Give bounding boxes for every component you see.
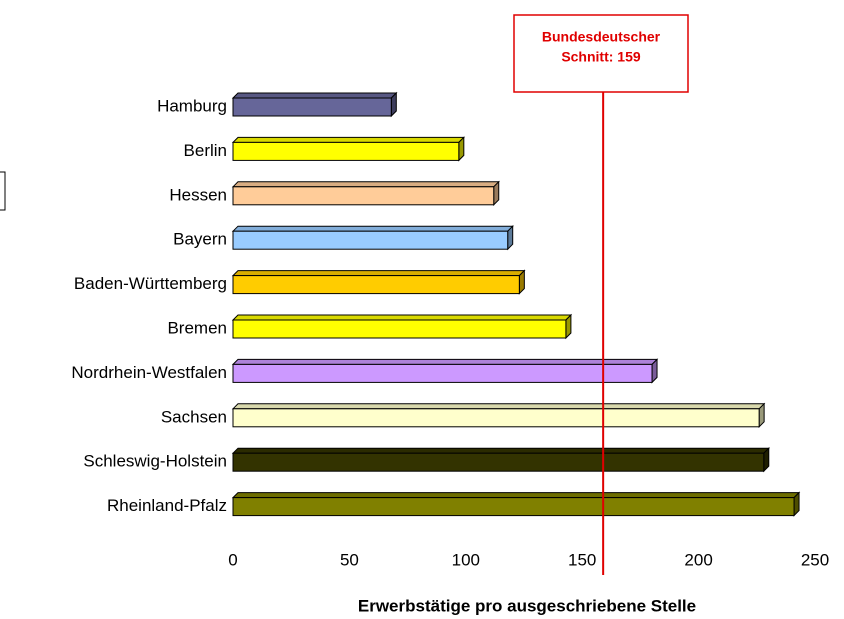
x-tick-label: 200 [684, 550, 712, 569]
y-tick-label: Baden-Württemberg [74, 274, 227, 293]
annotation-text: Bundesdeutscher [542, 29, 661, 45]
x-tick-label: 250 [801, 550, 829, 569]
bar-group [231, 91, 398, 118]
y-tick-label: Schleswig-Holstein [83, 452, 227, 471]
bar-group [231, 224, 514, 251]
y-tick-label: Sachsen [161, 407, 227, 426]
bar-top [231, 270, 526, 277]
x-tick-label: 150 [568, 550, 596, 569]
y-tick-label: Rheinland-Pfalz [107, 496, 227, 515]
y-tick-label: Bayern [173, 230, 227, 249]
bar-top [231, 403, 766, 410]
bar-top [231, 492, 801, 499]
bar-group [231, 313, 573, 340]
x-tick-label: 50 [340, 550, 359, 569]
annotation-box [513, 14, 689, 93]
x-tick-label: 100 [452, 550, 480, 569]
bar [232, 319, 567, 339]
bar [232, 363, 653, 383]
bar-group [231, 269, 526, 295]
bar [232, 230, 509, 250]
bar-top [231, 92, 398, 99]
bar-group [231, 491, 801, 517]
y-tick-label: Berlin [184, 141, 227, 160]
y-tick-label: Bremen [167, 318, 227, 337]
bar [232, 275, 520, 295]
bar-top [231, 314, 573, 321]
bar-top [231, 358, 659, 365]
bar [232, 97, 392, 117]
bar-top [231, 225, 514, 232]
bar [232, 452, 765, 472]
bar-group [231, 446, 770, 473]
bar-group [231, 402, 766, 429]
y-tick-label: Hamburg [157, 96, 227, 115]
bar-top [231, 136, 466, 143]
annotation-text: Schnitt: 159 [561, 49, 641, 65]
bar [232, 186, 495, 206]
bar-group [231, 180, 500, 207]
bar-top [231, 181, 500, 188]
bar-group [231, 136, 466, 162]
bar-group [231, 358, 659, 384]
bar [232, 497, 795, 517]
legend-fragment [0, 171, 6, 211]
bar [232, 408, 760, 428]
bar [232, 141, 460, 161]
y-tick-label: Hessen [169, 185, 227, 204]
x-axis-label: Erwerbstätige pro ausgeschriebene Stelle [358, 596, 696, 615]
x-tick-label: 0 [228, 550, 237, 569]
y-tick-label: Nordrhein-Westfalen [71, 363, 227, 382]
bar-top [231, 447, 770, 454]
